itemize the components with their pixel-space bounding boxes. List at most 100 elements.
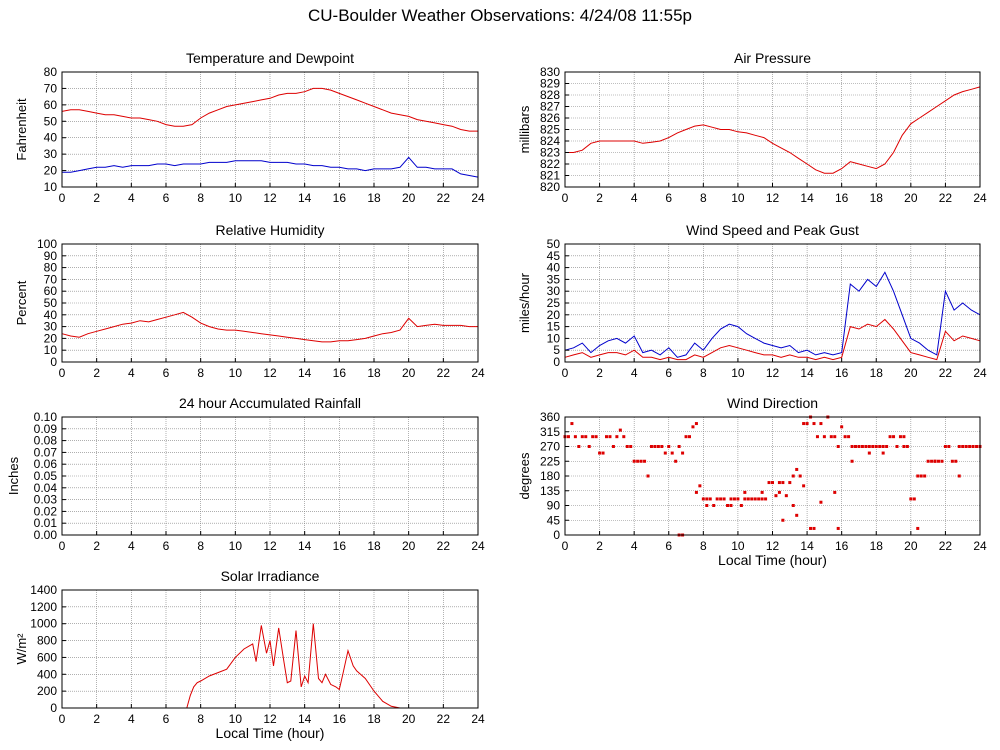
wind-xtick-label: 18 bbox=[870, 366, 884, 380]
pressure-chart: 0 2 4 6 8 10 12 14 16 18 20 22 248208218228238248258… bbox=[517, 50, 987, 205]
humidity-xtick-label: 0 bbox=[59, 366, 66, 380]
solar-xtick-label: 12 bbox=[263, 712, 277, 726]
solar-series-red-line bbox=[62, 623, 478, 709]
direction-point bbox=[971, 445, 975, 448]
wind-ytick-label: 40 bbox=[547, 261, 561, 275]
direction-point bbox=[757, 497, 761, 501]
humidity-ytick-label: 40 bbox=[44, 308, 58, 322]
direction-point bbox=[688, 435, 691, 439]
direction-point bbox=[753, 497, 757, 501]
direction-point bbox=[681, 451, 685, 455]
direction-point bbox=[812, 526, 816, 530]
direction-point bbox=[833, 435, 837, 439]
temp-frame bbox=[61, 71, 479, 188]
pressure-ytick-label: 829 bbox=[540, 77, 560, 91]
wind-ytick-label: 5 bbox=[553, 343, 560, 357]
direction-point bbox=[954, 459, 958, 463]
direction-point bbox=[729, 504, 733, 507]
pressure-xtick-label: 22 bbox=[939, 191, 953, 205]
humidity-xtick-label: 16 bbox=[333, 366, 347, 380]
wind-ytick-label: 20 bbox=[547, 308, 561, 322]
wind-ytick-label: 45 bbox=[547, 249, 561, 263]
direction-point bbox=[618, 428, 622, 432]
direction-point bbox=[601, 451, 605, 455]
solar-xlabel: Local Time (hour) bbox=[216, 725, 325, 741]
direction-point bbox=[656, 445, 660, 448]
direction-point bbox=[701, 497, 705, 501]
direction-point bbox=[943, 445, 947, 448]
direction-point bbox=[760, 497, 764, 501]
solar-xtick-label: 22 bbox=[437, 712, 451, 726]
direction-point bbox=[611, 445, 615, 448]
direction-point bbox=[836, 445, 840, 448]
direction-point bbox=[584, 435, 588, 439]
solar-ytick-label: 400 bbox=[37, 667, 57, 681]
direction-point bbox=[667, 445, 671, 448]
rain-ytick-label: 0.04 bbox=[34, 481, 58, 495]
solar-ylabel: W/m² bbox=[14, 633, 29, 665]
temp-xtick-label: 2 bbox=[93, 191, 100, 205]
wind-xtick-label: 0 bbox=[562, 366, 569, 380]
direction-point bbox=[729, 497, 733, 501]
direction-point bbox=[684, 435, 688, 439]
rain-chart: 0 2 4 6 8 10 12 14 16 18 20 22 240.000.010.020.030.0… bbox=[6, 395, 485, 553]
wind-ytick-label: 15 bbox=[547, 320, 561, 334]
direction-point bbox=[843, 435, 847, 439]
direction-ytick-label: 45 bbox=[547, 513, 561, 527]
wind-ytick-label: 25 bbox=[547, 296, 561, 310]
humidity-xtick-label: 10 bbox=[229, 366, 243, 380]
direction-point bbox=[805, 422, 809, 426]
pressure-ytick-label: 824 bbox=[540, 134, 560, 148]
direction-point bbox=[916, 474, 920, 478]
humidity-xtick-label: 18 bbox=[367, 366, 381, 380]
direction-point bbox=[636, 459, 640, 463]
direction-point bbox=[926, 459, 930, 463]
temp-xtick-label: 16 bbox=[333, 191, 347, 205]
humidity-xtick-label: 22 bbox=[437, 366, 451, 380]
direction-point bbox=[829, 435, 833, 439]
direction-point bbox=[739, 504, 743, 507]
direction-xtick-label: 2 bbox=[596, 539, 603, 553]
temp-ytick-label: 80 bbox=[44, 65, 58, 79]
rain-xtick-label: 6 bbox=[163, 539, 170, 553]
temp-ytick-label: 50 bbox=[44, 114, 58, 128]
direction-ylabel: degrees bbox=[517, 452, 532, 499]
rain-xtick-label: 2 bbox=[93, 539, 100, 553]
direction-point bbox=[819, 500, 823, 504]
rain-xtick-label: 4 bbox=[128, 539, 135, 553]
rain-xtick-label: 14 bbox=[298, 539, 312, 553]
direction-point bbox=[570, 422, 574, 426]
pressure-xtick-label: 4 bbox=[631, 191, 638, 205]
rain-ytick-label: 0.03 bbox=[34, 493, 58, 507]
direction-point bbox=[909, 497, 913, 501]
direction-point bbox=[860, 445, 864, 448]
temp-ytick-label: 40 bbox=[44, 131, 58, 145]
direction-point bbox=[833, 490, 837, 494]
rain-xtick-label: 22 bbox=[437, 539, 451, 553]
direction-point bbox=[705, 497, 709, 501]
humidity-ytick-label: 80 bbox=[44, 261, 58, 275]
pressure-xtick-label: 18 bbox=[870, 191, 884, 205]
wind-series-blue-line bbox=[564, 271, 981, 358]
pressure-ytick-label: 827 bbox=[540, 100, 560, 114]
direction-point bbox=[743, 497, 747, 501]
direction-point bbox=[850, 459, 854, 463]
direction-title: Wind Direction bbox=[727, 395, 818, 411]
temp-xtick-label: 12 bbox=[263, 191, 277, 205]
temp-xtick-label: 10 bbox=[229, 191, 243, 205]
wind-ytick-label: 10 bbox=[547, 331, 561, 345]
direction-point bbox=[940, 459, 944, 463]
direction-point bbox=[777, 490, 781, 494]
temp-ylabel: Fahrenheit bbox=[14, 98, 29, 161]
direction-point bbox=[694, 490, 698, 494]
humidity-ytick-label: 60 bbox=[44, 284, 58, 298]
temp-xtick-label: 22 bbox=[437, 191, 451, 205]
direction-point bbox=[750, 497, 754, 501]
direction-point bbox=[871, 445, 875, 448]
rain-ytick-label: 0.00 bbox=[34, 528, 58, 542]
temp-series-blue-line bbox=[62, 156, 479, 178]
direction-point bbox=[819, 422, 823, 426]
humidity-xtick-label: 14 bbox=[298, 366, 312, 380]
solar-ytick-label: 200 bbox=[37, 684, 57, 698]
direction-point bbox=[726, 504, 730, 507]
